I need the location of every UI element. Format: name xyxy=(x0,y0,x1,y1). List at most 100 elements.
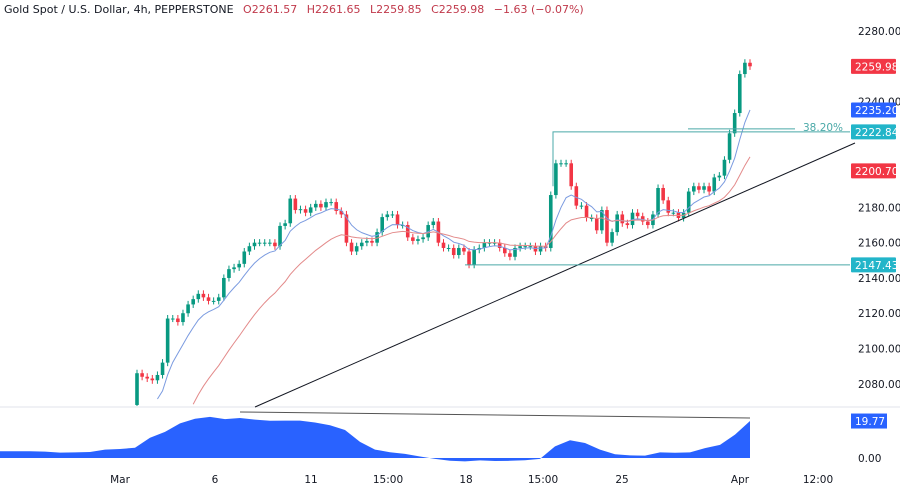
candle-body xyxy=(176,318,180,323)
candle xyxy=(211,297,216,305)
candle xyxy=(303,205,308,217)
candle xyxy=(165,315,170,367)
candle xyxy=(135,369,139,406)
x-tick-label: 11 xyxy=(304,474,317,486)
candle-body xyxy=(508,253,512,257)
candle xyxy=(666,196,671,217)
candle-body xyxy=(538,246,543,252)
candle xyxy=(697,182,701,194)
x-tick-label: Mar xyxy=(110,474,130,486)
candle xyxy=(564,159,568,167)
candle-body xyxy=(268,242,272,244)
candle xyxy=(405,221,410,241)
candle-body xyxy=(405,225,410,238)
candle-body xyxy=(610,232,614,243)
indicator-value: 19.77 xyxy=(855,416,885,428)
candle-body xyxy=(467,251,471,265)
price-badge: 2200.70 xyxy=(851,163,898,179)
candle-body xyxy=(748,62,752,67)
candle xyxy=(170,315,175,323)
candle-body xyxy=(600,210,604,231)
candle xyxy=(508,249,512,261)
candle xyxy=(186,300,190,317)
candle-body xyxy=(446,247,451,249)
candle-body xyxy=(252,242,257,247)
candle xyxy=(686,187,691,217)
candle-body xyxy=(329,202,333,204)
candle-body xyxy=(564,163,568,165)
candle xyxy=(538,242,543,256)
candle-body xyxy=(140,373,144,377)
candle-body xyxy=(421,237,425,240)
chart-legend: Gold Spot / U.S. Dollar, 4h, PEPPERSTONE… xyxy=(4,3,584,16)
x-tick-label: 6 xyxy=(212,474,219,486)
candle xyxy=(569,159,574,190)
candle xyxy=(717,172,722,181)
candle xyxy=(319,200,323,211)
candle-body xyxy=(227,269,231,278)
trend-line[interactable] xyxy=(254,142,856,408)
candle xyxy=(727,129,732,164)
candle-body xyxy=(181,313,185,323)
candle-body xyxy=(339,210,344,215)
candle-body xyxy=(584,205,589,218)
candle xyxy=(446,244,451,252)
candle-body xyxy=(702,186,706,190)
candle-body xyxy=(308,207,313,213)
candle xyxy=(615,210,619,236)
x-tick-label: 15:00 xyxy=(373,474,403,486)
candle xyxy=(594,214,599,234)
candle xyxy=(191,295,195,308)
candle xyxy=(600,206,604,234)
fib-label: 38.20% xyxy=(803,122,843,134)
candle xyxy=(707,182,711,196)
candle xyxy=(365,237,369,247)
price-badge: 2147.43 xyxy=(851,257,898,273)
candle-body xyxy=(630,212,635,226)
candle-body xyxy=(661,187,665,201)
candle-body xyxy=(354,246,359,252)
candle-body xyxy=(135,373,139,405)
price-badge-label: 2235.20 xyxy=(855,105,898,117)
candle xyxy=(737,70,742,117)
resistance-line[interactable] xyxy=(552,131,850,187)
price-badge: 2259.98 xyxy=(851,58,898,74)
price-badge-label: 2259.98 xyxy=(855,61,898,73)
candle-body xyxy=(482,242,487,248)
candle-body xyxy=(671,212,676,214)
candle xyxy=(385,210,390,221)
candle-body xyxy=(743,62,747,75)
indicator-trend-line[interactable] xyxy=(239,411,751,419)
candle-body xyxy=(503,247,507,254)
candle xyxy=(528,242,533,250)
y-tick-label: 2280.00 xyxy=(858,26,900,38)
candle-body xyxy=(155,374,160,381)
candle-body xyxy=(640,216,645,222)
ohlc-low: L2259.85 xyxy=(369,3,422,16)
candle xyxy=(630,209,635,229)
candle-body xyxy=(569,163,574,187)
candle xyxy=(457,244,461,259)
candle-body xyxy=(191,299,195,305)
candle-body xyxy=(395,214,400,226)
candle-body xyxy=(262,242,267,244)
candle-body xyxy=(625,223,630,226)
candle-body xyxy=(732,113,737,134)
candle-body xyxy=(666,200,671,213)
candle-body xyxy=(451,247,456,256)
candle xyxy=(227,265,231,282)
candle-body xyxy=(492,242,497,244)
candle-body xyxy=(165,318,170,363)
candle-body xyxy=(722,159,727,176)
ohlc-close: C2259.98 xyxy=(431,3,485,16)
candle-body xyxy=(656,187,660,215)
candle-body xyxy=(554,163,558,196)
x-tick-label: 25 xyxy=(615,474,628,486)
candle-body xyxy=(160,362,165,375)
candle xyxy=(503,244,507,257)
candle xyxy=(451,244,456,259)
candle-body xyxy=(579,205,584,207)
candle-body xyxy=(319,203,323,208)
candle xyxy=(411,233,415,245)
